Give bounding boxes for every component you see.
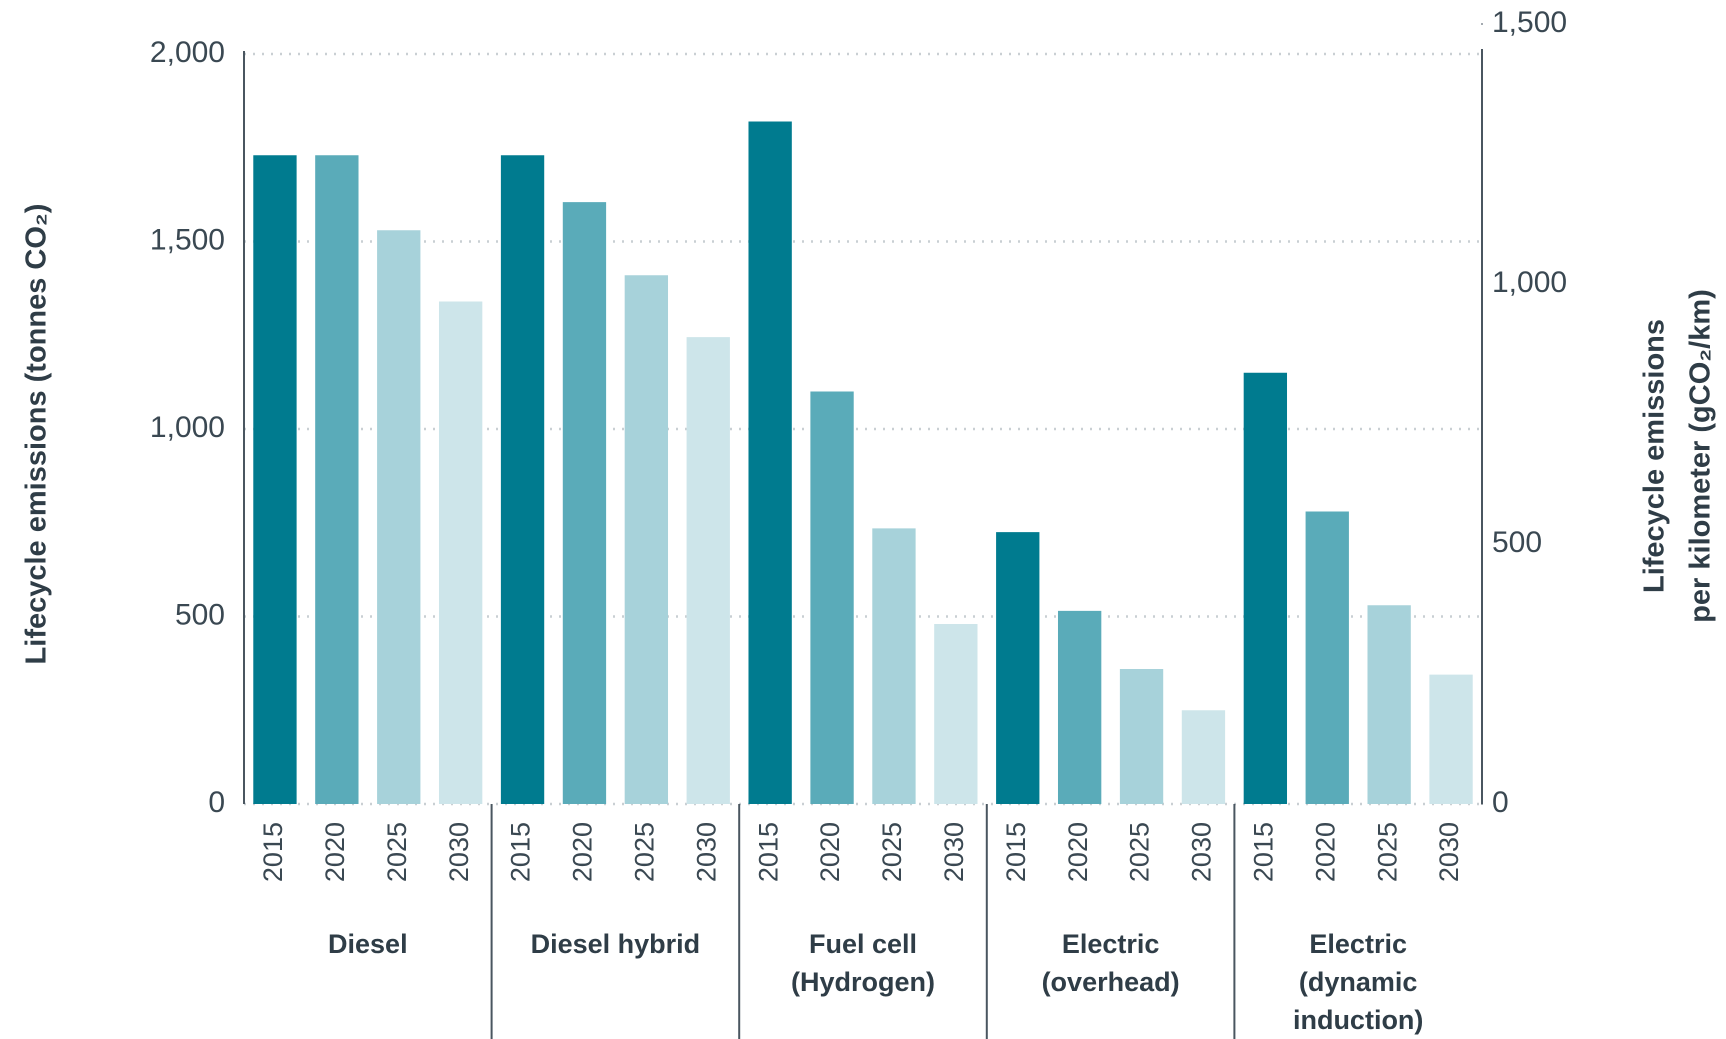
- x-tick-label: 2030: [1187, 822, 1217, 882]
- y-tick-label: 2,000: [150, 36, 225, 69]
- y-tick-label: 0: [208, 786, 225, 819]
- y2-axis-title: per kilometer (gCO₂/km): [1685, 289, 1717, 623]
- bar: [872, 528, 916, 804]
- bar: [1119, 669, 1164, 804]
- bar: [1243, 372, 1288, 804]
- bar: [438, 301, 483, 804]
- x-tick-label: 2020: [320, 822, 350, 882]
- x-tick-label: 2025: [382, 822, 412, 882]
- x-tick-label: 2015: [258, 822, 288, 882]
- x-tick-label: 2020: [1310, 822, 1340, 882]
- bar: [934, 624, 978, 804]
- bar: [810, 391, 854, 804]
- category-label: Diesel: [328, 929, 408, 959]
- bar: [1057, 610, 1102, 804]
- x-tick-label: 2025: [629, 822, 659, 882]
- bar: [748, 121, 792, 804]
- x-tick-label: 2030: [444, 822, 474, 882]
- y-tick-label: 1,000: [150, 411, 225, 444]
- x-tick-label: 2020: [815, 822, 845, 882]
- bar: [624, 275, 669, 804]
- bar: [315, 155, 359, 804]
- bar: [500, 155, 545, 804]
- x-tick-label: 2015: [753, 822, 783, 882]
- x-tick-label: 2025: [1125, 822, 1155, 882]
- category-label: Diesel hybrid: [530, 929, 701, 959]
- x-tick-label: 2015: [1248, 822, 1278, 882]
- y2-tick-label: 0: [1492, 786, 1509, 819]
- x-tick-label: 2025: [1372, 822, 1402, 882]
- x-tick-label: 2020: [1063, 822, 1093, 882]
- bar: [253, 155, 297, 804]
- bar: [996, 532, 1040, 804]
- bar: [377, 230, 421, 804]
- y2-tick-label: 1,500: [1492, 6, 1567, 39]
- y2-axis-title: Lifecycle emissions: [1639, 319, 1671, 593]
- bar: [1367, 605, 1411, 804]
- category-label: Fuel cell (Hydrogen): [790, 929, 935, 997]
- category-label: Electric (overhead): [1041, 929, 1180, 997]
- y-axis-title: Lifecycle emissions (tonnes CO₂): [21, 204, 53, 665]
- bar: [1181, 710, 1226, 804]
- bar: [686, 337, 730, 804]
- y2-tick-label: 500: [1492, 526, 1542, 559]
- y-tick-label: 1,500: [150, 223, 225, 256]
- bar: [562, 202, 607, 804]
- x-tick-label: 2030: [939, 822, 969, 882]
- x-tick-label: 2015: [506, 822, 536, 882]
- y-tick-label: 500: [175, 598, 225, 631]
- x-tick-label: 2025: [877, 822, 907, 882]
- x-tick-label: 2015: [1001, 822, 1031, 882]
- x-tick-label: 2030: [691, 822, 721, 882]
- x-tick-label: 2030: [1434, 822, 1464, 882]
- bar: [1305, 511, 1349, 804]
- bar: [1429, 674, 1473, 804]
- y2-tick-label: 1,000: [1492, 266, 1567, 299]
- category-label: Electric (dynamic induction): [1292, 929, 1424, 1035]
- x-tick-label: 2020: [568, 822, 598, 882]
